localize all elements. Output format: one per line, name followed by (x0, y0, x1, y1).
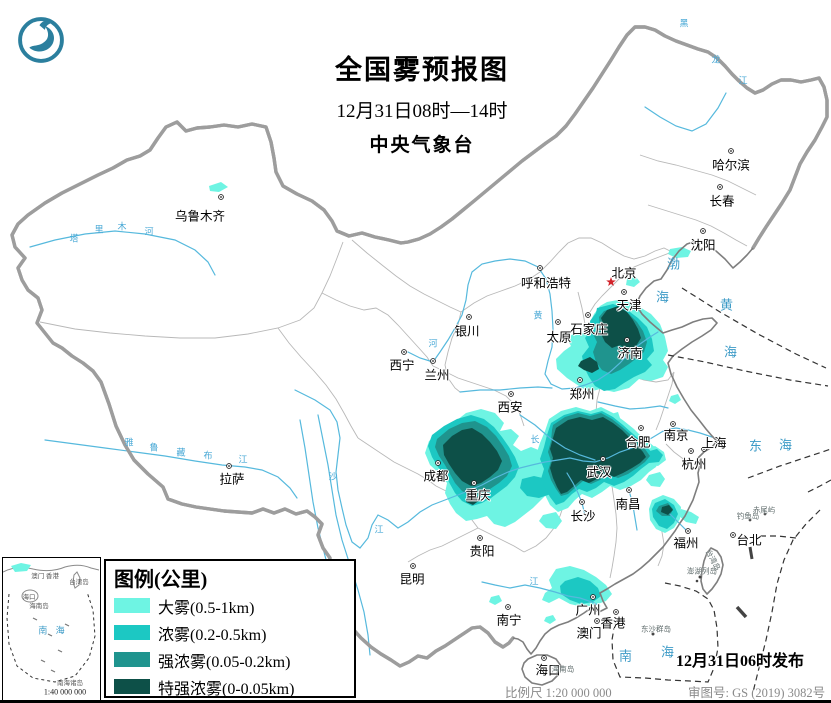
national-border (10, 25, 829, 668)
city-marker-dot (539, 267, 541, 269)
fog-area-light (539, 512, 562, 529)
fog-area-extreme (578, 357, 599, 373)
inset-label: 海南岛 (29, 603, 49, 610)
legend-swatch-heavy-fog (114, 598, 150, 613)
legend-row-severe-fog: 强浓雾(0.05-0.2km) (114, 646, 354, 673)
south-china-sea-inset: 澳门 香港台湾岛海口海南岛南 海南海诸岛 1:40 000 000 (2, 557, 101, 701)
city-marker-dot (479, 537, 481, 539)
issue-time: 12月31日06时发布 (676, 653, 805, 670)
fog-area-light (626, 277, 640, 287)
city-marker-dot (587, 314, 589, 316)
page-title: 全国雾预报图 (335, 55, 509, 85)
city-marker-dot (672, 423, 674, 425)
forecast-time-range: 12月31日08时—14时 (336, 101, 508, 122)
legend-swatch-dense-fog (114, 625, 150, 640)
fog-area-extreme (443, 428, 502, 486)
city-marker-dot (557, 321, 559, 323)
city-markers (218, 148, 736, 661)
city-marker-dot (703, 448, 705, 450)
inset-label: 台湾岛 (69, 579, 89, 586)
legend-label: 强浓雾(0.05-0.2km) (158, 653, 291, 671)
fog-area-extreme (563, 467, 581, 482)
bottom-frame-line (0, 700, 831, 703)
fog-layers (209, 182, 699, 624)
legend-row-dense-fog: 浓雾(0.2-0.5km) (114, 619, 354, 646)
legend-swatch-extreme-fog (114, 679, 150, 694)
city-marker-dot (702, 230, 704, 232)
city-marker-dot (640, 427, 642, 429)
legend-title: 图例(公里) (114, 569, 208, 591)
coastline (512, 240, 754, 686)
city-marker-dot (687, 530, 689, 532)
city-marker-dot (579, 379, 581, 381)
city-marker-dot (592, 596, 594, 598)
inset-label: 南海诸岛 (57, 680, 83, 687)
fog-area-light (209, 182, 228, 192)
city-marker-dot (403, 351, 405, 353)
fog-area-light (646, 472, 665, 487)
maritime-dashed-lines (611, 287, 831, 693)
legend-swatch-severe-fog (114, 652, 150, 667)
legend-box: 图例(公里) 大雾(0.5-1km) 浓雾(0.2-0.5km) 强浓雾(0.0… (104, 559, 356, 698)
city-marker-dot (732, 534, 734, 536)
city-marker-dot (510, 393, 512, 395)
fog-area-extreme (601, 306, 641, 350)
city-marker-dot (468, 316, 470, 318)
inset-map (3, 563, 99, 683)
city-marker-dot (628, 489, 630, 491)
city-marker-dot (626, 339, 628, 341)
yangtze-river (294, 389, 713, 549)
header: 全国雾预报图 12月31日08时—14时 中央气象台 (292, 48, 552, 157)
city-marker-dot (602, 458, 604, 460)
legend-label: 浓雾(0.2-0.5km) (158, 626, 267, 644)
legend-label: 大雾(0.5-1km) (158, 599, 255, 617)
map-scale: 比例尺 1:20 000 000 (505, 686, 612, 700)
city-marker-dot (228, 465, 230, 467)
city-marker-dot (507, 606, 509, 608)
inset-label: 海口 (22, 594, 36, 601)
fog-area-light (679, 509, 699, 524)
city-marker-dot (220, 196, 222, 198)
city-marker-dot (432, 360, 434, 362)
fog-area-extreme (661, 505, 673, 515)
city-marker-dot (596, 620, 598, 622)
fog-area-light (668, 247, 691, 258)
fog-area-medium (643, 449, 663, 463)
city-marker-dot (730, 150, 732, 152)
fog-area-extreme (466, 494, 480, 505)
city-marker-dot (543, 657, 545, 659)
city-marker-dot (690, 450, 692, 452)
city-marker-dot (412, 565, 414, 567)
cma-logo (18, 17, 64, 63)
city-marker-dot (581, 501, 583, 503)
fog-area-light (544, 615, 556, 624)
fog-area-light (669, 394, 681, 404)
island-symbols (651, 512, 767, 636)
inset-label: 1:40 000 000 (43, 687, 87, 697)
fog-area-light (489, 595, 502, 605)
inset-label: 南 海 (38, 625, 68, 636)
taiwan-island (700, 547, 724, 595)
city-marker-dot (623, 291, 625, 293)
inset-label: 澳门 香港 (31, 573, 59, 580)
rivers (29, 92, 727, 656)
city-marker-dot (473, 482, 475, 484)
yellow-river (407, 258, 659, 390)
agency-name: 中央气象台 (369, 135, 475, 156)
legend-label: 特强浓雾(0-0.05km) (158, 680, 295, 698)
inset-fog-patch (11, 563, 31, 572)
hainan-island (521, 654, 562, 686)
city-marker-dot (437, 462, 439, 464)
approval-number: 审图号: GS (2019) 3082号 (688, 686, 826, 700)
legend-row-extreme-fog: 特强浓雾(0-0.05km) (114, 673, 354, 700)
city-marker-dot (719, 186, 721, 188)
city-marker-dot (615, 611, 617, 613)
legend-row-heavy-fog: 大雾(0.5-1km) (114, 592, 354, 619)
capital-star-marker (606, 277, 616, 286)
